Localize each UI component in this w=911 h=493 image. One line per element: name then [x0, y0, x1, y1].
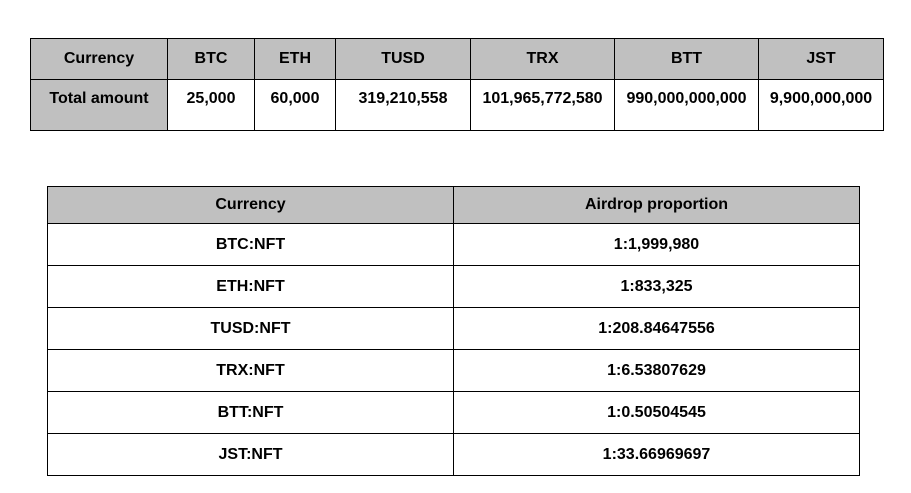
total-jst-cell: 9,900,000,000: [758, 79, 884, 131]
pair-cell: BTC:NFT: [47, 223, 454, 266]
header-cell-eth: ETH: [254, 38, 336, 80]
pair-cell: BTT:NFT: [47, 391, 454, 434]
total-trx-cell: 101,965,772,580: [470, 79, 615, 131]
header-cell-btt: BTT: [614, 38, 759, 80]
proportion-cell: 1:6.53807629: [453, 349, 860, 392]
proportion-cell: 1:208.84647556: [453, 307, 860, 350]
proportion-cell: 1:1,999,980: [453, 223, 860, 266]
pair-cell: TRX:NFT: [47, 349, 454, 392]
proportion-cell: 1:0.50504545: [453, 391, 860, 434]
table-header-row: Currency Airdrop proportion: [47, 186, 860, 224]
table-row: BTT:NFT 1:0.50504545: [47, 391, 860, 434]
header-cell-jst: JST: [758, 38, 884, 80]
header-cell-currency: Currency: [47, 186, 454, 224]
pair-cell: ETH:NFT: [47, 265, 454, 308]
total-btt-cell: 990,000,000,000: [614, 79, 759, 131]
header-cell-tusd: TUSD: [335, 38, 471, 80]
table-row: TUSD:NFT 1:208.84647556: [47, 307, 860, 350]
header-cell-airdrop-proportion: Airdrop proportion: [453, 186, 860, 224]
total-eth-cell: 60,000: [254, 79, 336, 131]
airdrop-proportion-table: Currency Airdrop proportion BTC:NFT 1:1,…: [47, 186, 860, 476]
table-row: BTC:NFT 1:1,999,980: [47, 223, 860, 266]
row-label-total-amount: Total amount: [30, 79, 168, 131]
table-header-row: Currency BTC ETH TUSD TRX BTT JST: [30, 38, 884, 80]
pair-cell: JST:NFT: [47, 433, 454, 476]
table-row: Total amount 25,000 60,000 319,210,558 1…: [30, 79, 884, 131]
proportion-cell: 1:833,325: [453, 265, 860, 308]
table-row: JST:NFT 1:33.66969697: [47, 433, 860, 476]
total-tusd-cell: 319,210,558: [335, 79, 471, 131]
total-btc-cell: 25,000: [167, 79, 255, 131]
proportion-cell: 1:33.66969697: [453, 433, 860, 476]
header-cell-currency: Currency: [30, 38, 168, 80]
table-row: TRX:NFT 1:6.53807629: [47, 349, 860, 392]
header-cell-btc: BTC: [167, 38, 255, 80]
header-cell-trx: TRX: [470, 38, 615, 80]
table-row: ETH:NFT 1:833,325: [47, 265, 860, 308]
total-amount-table: Currency BTC ETH TUSD TRX BTT JST Total …: [30, 38, 884, 131]
pair-cell: TUSD:NFT: [47, 307, 454, 350]
